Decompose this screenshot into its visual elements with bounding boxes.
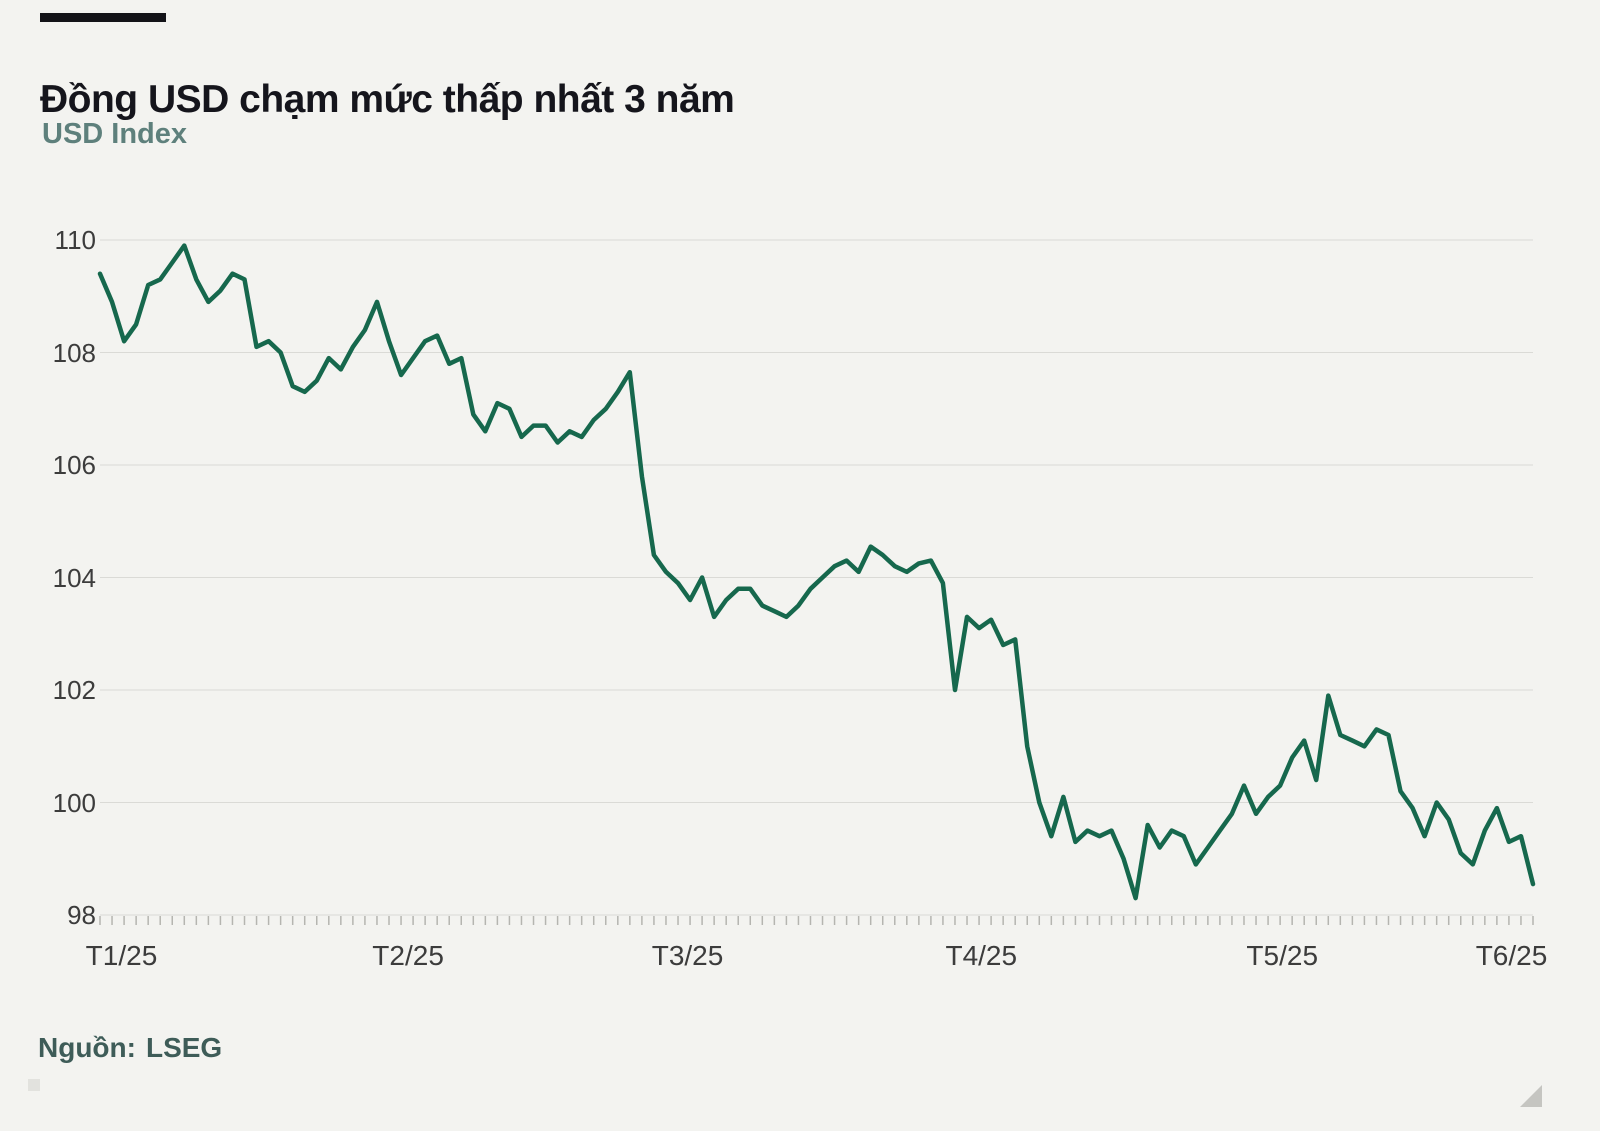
brand-bar — [40, 13, 166, 22]
source-line: Nguồn: LSEG — [38, 1032, 222, 1064]
y-axis-label: 102 — [52, 675, 96, 705]
source-value: LSEG — [145, 1032, 223, 1063]
page-title: Đồng USD chạm mức thấp nhất 3 năm — [40, 78, 735, 122]
x-axis-label: T4/25 — [945, 940, 1018, 971]
series-line-usd-index — [97, 243, 1536, 901]
y-axis-label: 100 — [52, 787, 96, 818]
y-axis-label: 104 — [52, 562, 96, 593]
chart-subtitle: USD Index — [42, 118, 188, 150]
resize-handle-icon — [1520, 1085, 1542, 1107]
y-axis-label: 106 — [52, 450, 96, 480]
x-axis-label: T6/25 — [1475, 940, 1548, 971]
source-label: Nguồn: — [38, 1032, 136, 1063]
x-axis-label: T3/25 — [651, 940, 724, 971]
x-axis-label: T1/25 — [85, 940, 158, 971]
y-axis-label: 108 — [52, 337, 96, 368]
x-axis-label: T2/25 — [372, 940, 444, 971]
corner-mark — [28, 1079, 40, 1091]
x-axis-label: T5/25 — [1246, 940, 1319, 971]
y-axis-label: 98 — [67, 900, 96, 930]
y-axis-label: 110 — [54, 225, 96, 255]
